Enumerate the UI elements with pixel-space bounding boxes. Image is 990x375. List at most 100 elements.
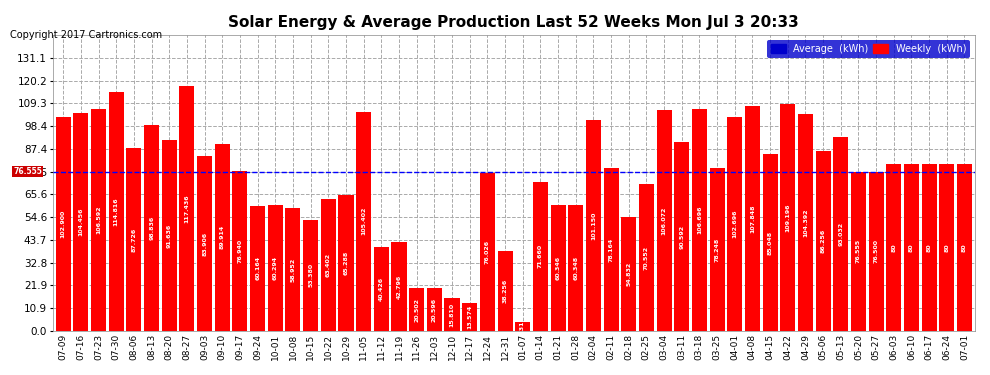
Bar: [940, 164, 954, 331]
Text: 109.196: 109.196: [785, 203, 790, 231]
Bar: [445, 298, 459, 331]
Text: 80: 80: [962, 243, 967, 252]
Text: 117.436: 117.436: [184, 194, 189, 223]
Text: 42.796: 42.796: [397, 274, 402, 298]
Bar: [197, 156, 212, 331]
Bar: [656, 110, 671, 331]
Text: 63.402: 63.402: [326, 253, 331, 277]
Text: 106.696: 106.696: [697, 206, 702, 234]
Text: 71.660: 71.660: [538, 244, 543, 268]
Bar: [886, 164, 901, 331]
Text: 38.256: 38.256: [503, 279, 508, 303]
Bar: [710, 168, 725, 331]
Text: 87.726: 87.726: [132, 228, 137, 252]
Bar: [798, 114, 813, 331]
Text: 86.256: 86.256: [821, 229, 826, 253]
Text: 20.502: 20.502: [414, 298, 419, 322]
Bar: [639, 184, 653, 331]
Bar: [409, 288, 424, 331]
Bar: [868, 172, 883, 331]
Bar: [109, 92, 124, 331]
Text: 58.952: 58.952: [290, 258, 295, 282]
Bar: [728, 117, 742, 331]
Bar: [233, 171, 248, 331]
Bar: [904, 164, 919, 331]
Text: 20.596: 20.596: [432, 297, 437, 322]
Bar: [586, 120, 601, 331]
Bar: [816, 152, 831, 331]
Text: 102.696: 102.696: [733, 210, 738, 238]
Text: 98.836: 98.836: [149, 216, 154, 240]
Text: 78.248: 78.248: [715, 237, 720, 262]
Text: 80: 80: [891, 243, 896, 252]
Bar: [356, 111, 371, 331]
Bar: [91, 109, 106, 331]
Bar: [692, 109, 707, 331]
Text: 80: 80: [909, 243, 914, 252]
Bar: [285, 208, 301, 331]
Text: 104.392: 104.392: [803, 208, 808, 237]
Text: 106.592: 106.592: [96, 206, 101, 234]
Bar: [127, 148, 142, 331]
Bar: [427, 288, 442, 331]
Bar: [250, 206, 265, 331]
Text: 107.848: 107.848: [749, 204, 754, 233]
Text: 60.346: 60.346: [555, 256, 560, 280]
Bar: [339, 195, 353, 331]
Bar: [268, 206, 283, 331]
Bar: [161, 140, 177, 331]
Text: Copyright 2017 Cartronics.com: Copyright 2017 Cartronics.com: [10, 30, 162, 39]
Bar: [215, 144, 230, 331]
Title: Solar Energy & Average Production Last 52 Weeks Mon Jul 3 20:33: Solar Energy & Average Production Last 5…: [229, 15, 799, 30]
Text: 40.426: 40.426: [379, 277, 384, 301]
Bar: [145, 125, 159, 331]
Bar: [480, 173, 495, 331]
Text: 105.402: 105.402: [361, 207, 366, 236]
Bar: [374, 247, 389, 331]
Bar: [179, 87, 194, 331]
Text: 90.592: 90.592: [679, 225, 684, 249]
Bar: [780, 104, 795, 331]
Bar: [391, 242, 407, 331]
Bar: [957, 164, 972, 331]
Legend: Average  (kWh), Weekly  (kWh): Average (kWh), Weekly (kWh): [767, 40, 970, 58]
Bar: [568, 206, 583, 331]
Text: 60.164: 60.164: [255, 256, 260, 280]
Bar: [762, 154, 777, 331]
Text: 102.900: 102.900: [60, 210, 65, 238]
Text: 104.456: 104.456: [78, 208, 83, 237]
Bar: [462, 303, 477, 331]
Text: 54.832: 54.832: [627, 262, 632, 286]
Text: 65.288: 65.288: [344, 251, 348, 275]
Bar: [303, 220, 318, 331]
Text: 78.164: 78.164: [609, 237, 614, 262]
Text: 60.294: 60.294: [273, 256, 278, 280]
Bar: [55, 117, 71, 331]
Text: 60.348: 60.348: [573, 256, 578, 280]
Bar: [533, 182, 547, 331]
Text: 76.940: 76.940: [238, 239, 243, 263]
Text: 15.810: 15.810: [449, 303, 454, 327]
Text: 89.914: 89.914: [220, 225, 225, 249]
Bar: [674, 142, 689, 331]
Text: 53.380: 53.380: [308, 263, 313, 288]
Text: 13.574: 13.574: [467, 305, 472, 329]
Bar: [834, 137, 848, 331]
Text: 83.906: 83.906: [202, 232, 207, 256]
Text: 93.032: 93.032: [839, 222, 843, 246]
Text: 76.555: 76.555: [13, 167, 43, 176]
Text: 76.026: 76.026: [485, 240, 490, 264]
Text: 106.072: 106.072: [661, 206, 666, 235]
Bar: [498, 251, 513, 331]
Bar: [744, 106, 760, 331]
Bar: [604, 168, 619, 331]
Text: 4.312: 4.312: [520, 316, 525, 336]
Bar: [922, 164, 937, 331]
Bar: [550, 206, 565, 331]
Text: 80: 80: [944, 243, 949, 252]
Text: 76.555: 76.555: [856, 239, 861, 263]
Bar: [73, 114, 88, 331]
Text: 80: 80: [927, 243, 932, 252]
Text: 101.150: 101.150: [591, 211, 596, 240]
Text: 91.636: 91.636: [166, 224, 172, 248]
